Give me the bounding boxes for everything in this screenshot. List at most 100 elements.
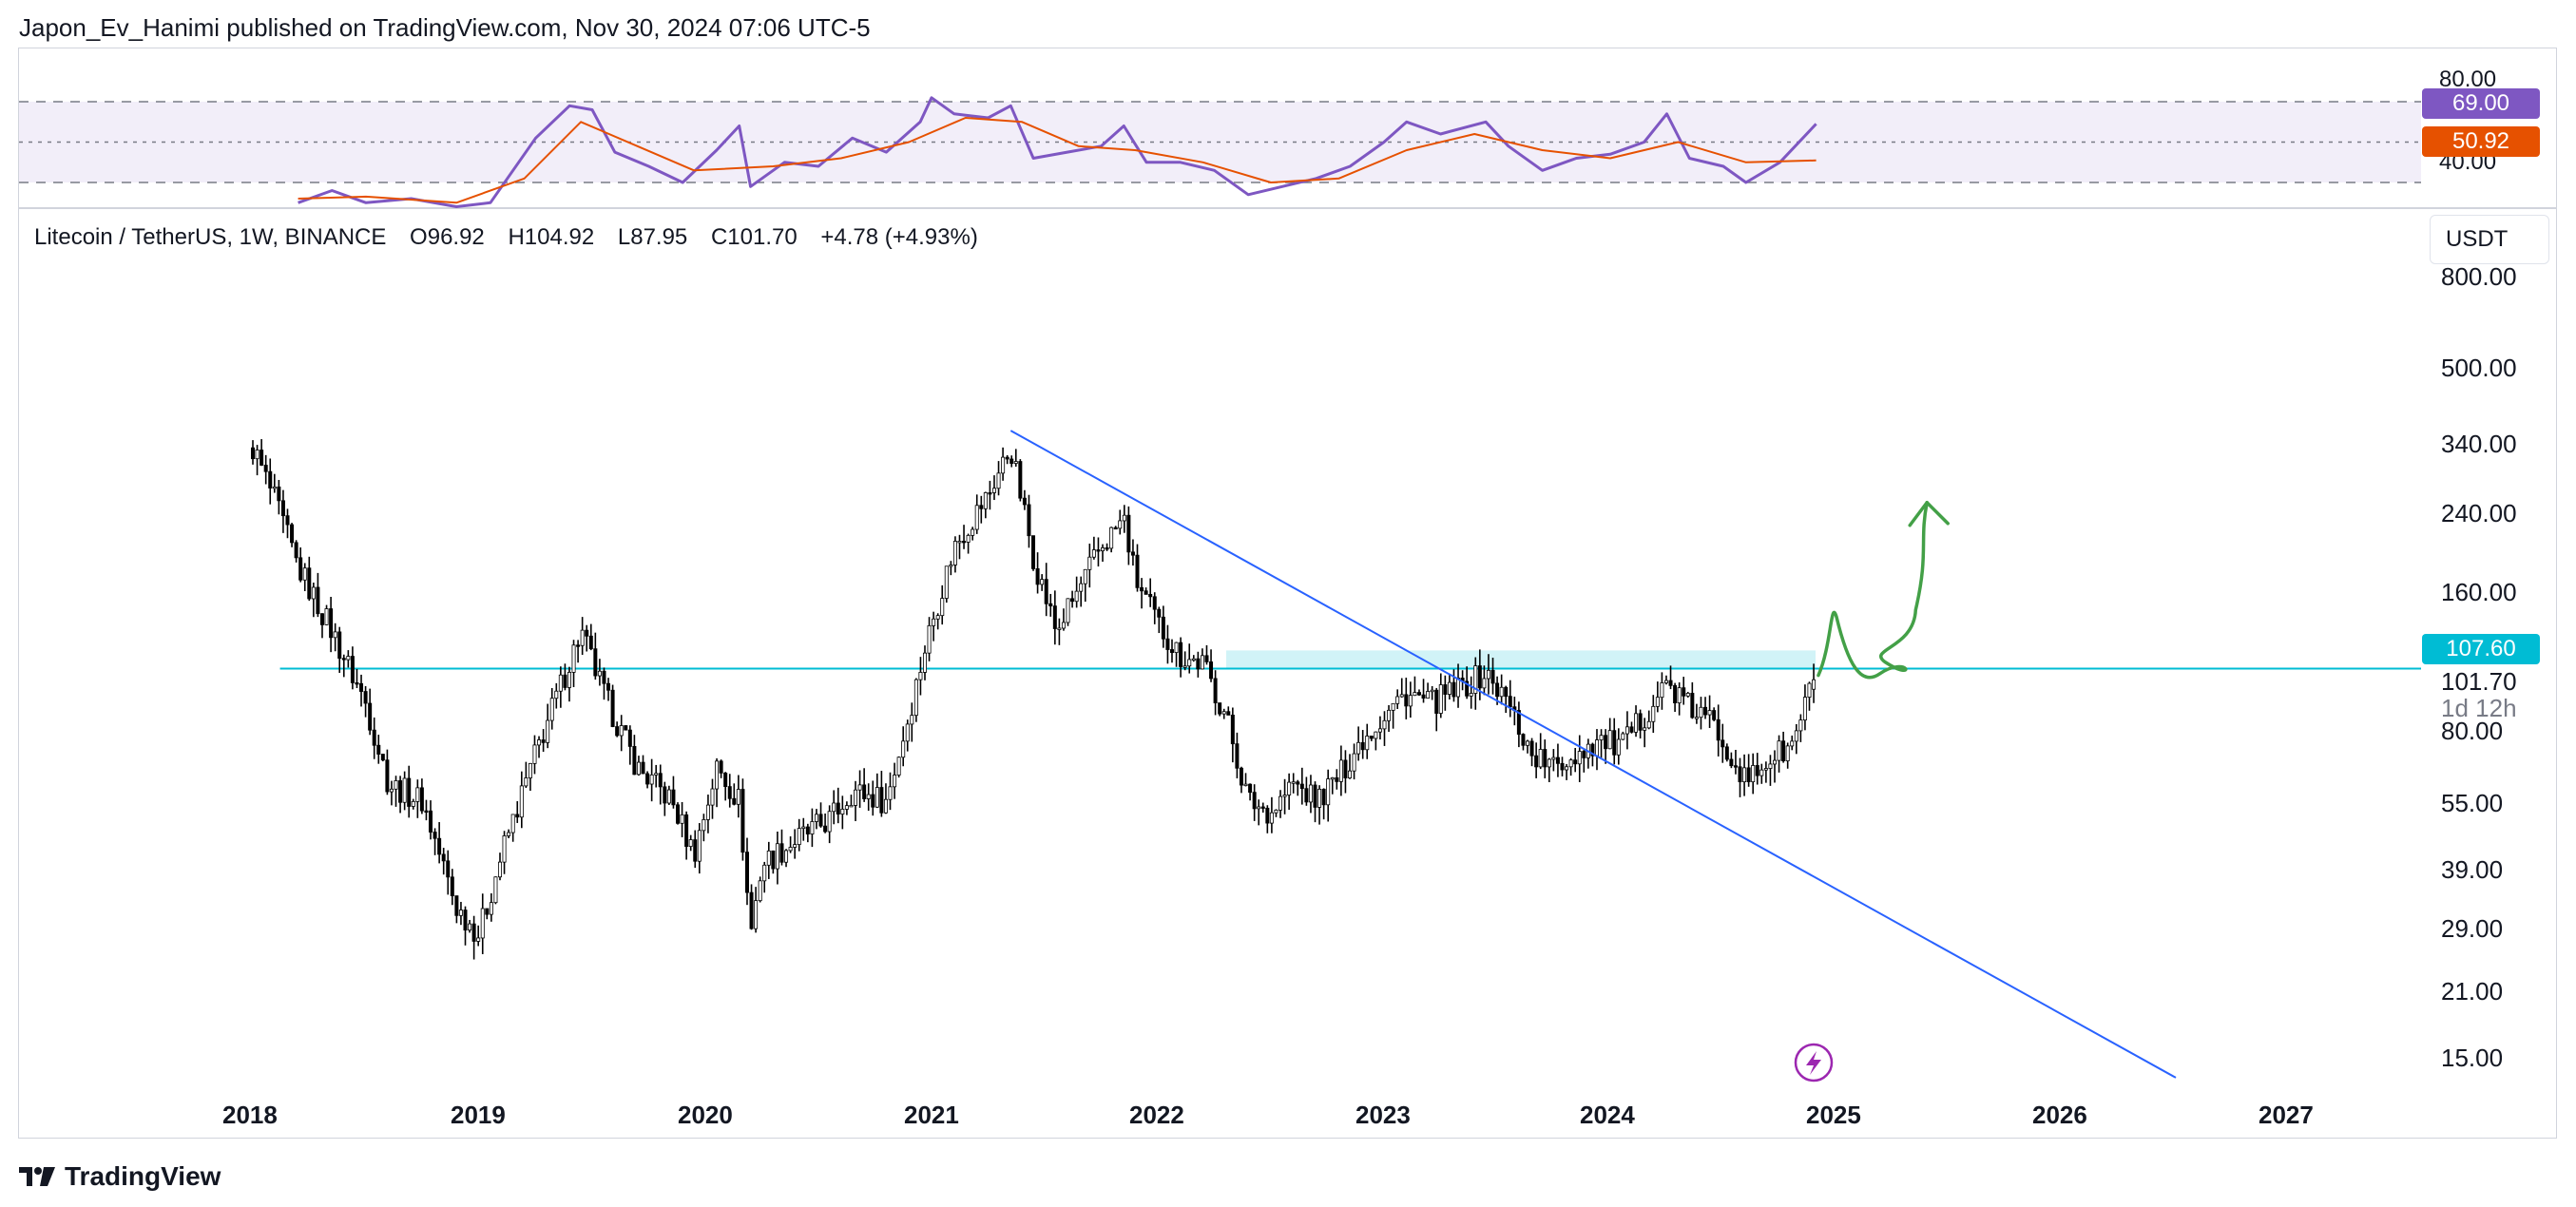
candle: [1738, 757, 1742, 797]
candle-body: [419, 787, 424, 812]
candle: [710, 778, 715, 819]
candle-body: [832, 802, 836, 813]
candle: [1543, 739, 1548, 778]
candle: [1226, 706, 1231, 716]
candle-body: [805, 826, 810, 834]
candle-body: [1269, 812, 1274, 824]
candle-body: [1482, 678, 1487, 689]
candle-body: [1413, 692, 1417, 697]
candle-body: [380, 754, 385, 761]
candle: [966, 533, 971, 554]
footer-brand[interactable]: TradingView: [19, 1161, 221, 1192]
candle-body: [1157, 608, 1162, 618]
candle: [632, 735, 637, 776]
candle-body: [480, 908, 485, 939]
candle-body: [1712, 710, 1717, 720]
candle: [697, 823, 702, 874]
candle-body: [294, 542, 298, 559]
candle: [1413, 676, 1417, 697]
candle-body: [1200, 655, 1204, 670]
candle-body: [940, 598, 945, 617]
candle: [1304, 776, 1309, 806]
candle: [476, 925, 481, 947]
candle-body: [913, 679, 918, 717]
candle-body: [779, 843, 784, 863]
candle: [350, 646, 355, 690]
candle: [1621, 731, 1625, 740]
candle: [1586, 738, 1590, 769]
candle: [468, 919, 472, 933]
candle: [1209, 649, 1214, 682]
candle: [1582, 750, 1586, 773]
pane-divider[interactable]: [18, 207, 2557, 209]
candle: [736, 775, 740, 818]
candle: [441, 848, 446, 875]
candle: [862, 768, 867, 802]
candle: [1356, 726, 1361, 761]
candle: [844, 801, 849, 815]
candle: [744, 837, 749, 906]
ohlc-open: O96.92: [410, 224, 485, 250]
candle: [1230, 707, 1235, 763]
candle: [489, 892, 493, 922]
candle: [1022, 489, 1027, 510]
candle-body: [567, 672, 571, 688]
candle-body: [966, 534, 971, 543]
candle-body: [1257, 806, 1261, 810]
candle: [1465, 666, 1470, 699]
candle: [1377, 716, 1382, 740]
candle: [398, 776, 403, 814]
candle-body: [1374, 731, 1378, 739]
candle-body: [1122, 514, 1126, 522]
candle-body: [519, 785, 524, 818]
candle-body: [1660, 682, 1664, 699]
candle-body: [1040, 579, 1045, 585]
candle: [1777, 735, 1781, 773]
candle: [727, 774, 732, 808]
candle: [471, 915, 476, 960]
candle: [1534, 742, 1539, 778]
candle: [341, 654, 346, 678]
candle-body: [1091, 549, 1096, 558]
price-axis-label: 800.00: [2441, 262, 2517, 291]
candle: [1703, 697, 1708, 719]
candle-body: [814, 814, 818, 822]
candle-body: [636, 761, 641, 776]
candle: [1338, 745, 1343, 796]
candle: [563, 663, 567, 691]
candle: [385, 749, 390, 795]
candle: [705, 795, 710, 833]
candle-body: [649, 774, 654, 785]
candle-body: [723, 772, 728, 788]
ohlc-high: H104.92: [508, 224, 595, 250]
candle-body: [971, 528, 975, 536]
candle: [762, 861, 767, 893]
candle: [663, 781, 667, 816]
candle-body: [1031, 535, 1036, 569]
candle: [1148, 578, 1153, 607]
candle: [1291, 773, 1296, 794]
candle-body: [1690, 693, 1695, 718]
rsi-value-tag: 69.00: [2422, 88, 2540, 119]
candle: [502, 831, 507, 874]
candle: [528, 762, 532, 792]
candle-body: [862, 784, 867, 799]
candle: [311, 582, 316, 618]
candle: [1057, 618, 1062, 645]
candle: [1655, 681, 1660, 713]
candle: [1443, 675, 1448, 711]
candle: [268, 458, 273, 505]
candle: [1798, 714, 1803, 742]
symbol-legend[interactable]: Litecoin / TetherUS, 1W, BINANCE O96.92 …: [34, 224, 995, 251]
candle: [1699, 697, 1703, 730]
candle-body: [507, 832, 511, 836]
candle-body: [424, 810, 429, 814]
candle: [1040, 574, 1045, 591]
candle: [1321, 788, 1326, 820]
candle-body: [1486, 669, 1490, 680]
candle: [918, 657, 923, 696]
currency-button[interactable]: USDT: [2430, 215, 2549, 264]
candle: [715, 757, 720, 808]
candle: [1612, 718, 1617, 765]
